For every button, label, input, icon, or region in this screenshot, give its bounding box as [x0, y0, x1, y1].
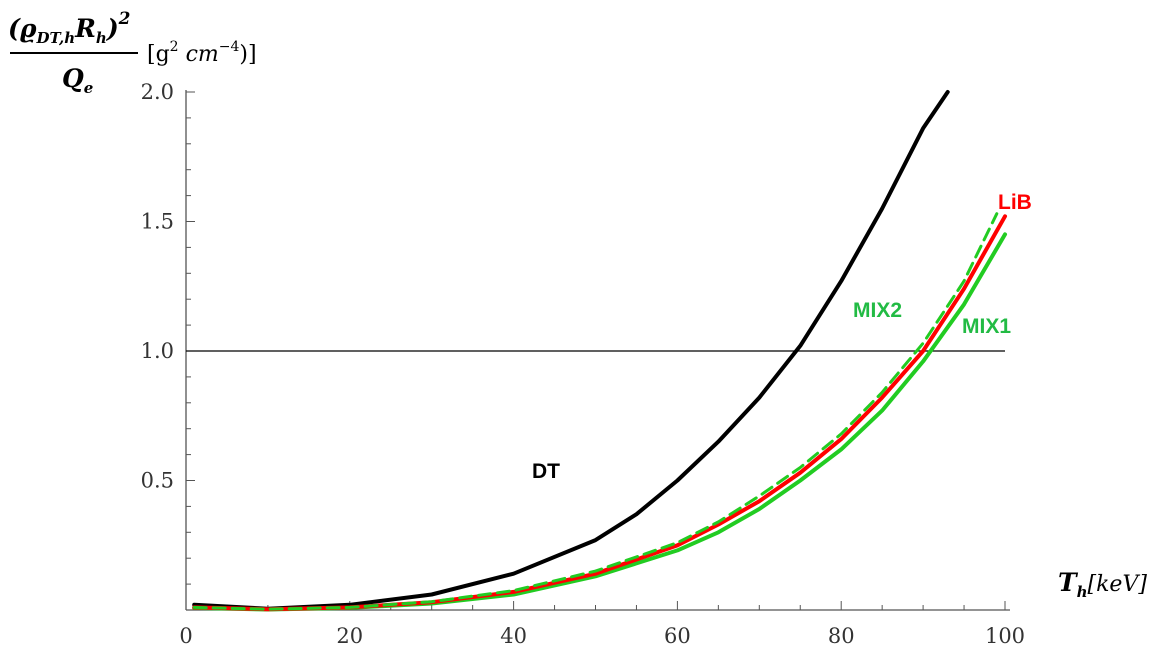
y-tick-label: 1.5: [141, 210, 174, 234]
ylabel-unit-mid: cm: [179, 42, 219, 67]
x-tick-label: 60: [664, 624, 691, 648]
ylabel-denom: Q: [62, 64, 84, 93]
series-label-dt: DT: [532, 460, 560, 483]
ylabel-unit-open: [g: [147, 42, 170, 67]
ylabel-power: 2: [118, 9, 131, 29]
series-label-mix1: MIX1: [962, 315, 1011, 338]
series-label-lib: LiB: [998, 191, 1032, 214]
ylabel-denom-sub: e: [84, 79, 94, 97]
svg-text:Qe: Qe: [62, 64, 93, 97]
ylabel-rho: (ϱ: [8, 14, 37, 43]
series-line-mix2: [192, 212, 999, 611]
xlabel-unit: [keV]: [1088, 572, 1148, 597]
ylabel-unit-pow: 2: [170, 39, 179, 55]
ylabel-R-sub: h: [96, 29, 107, 47]
series-line-mix1: [192, 232, 1007, 612]
y-ticks: 0.5 1.0 1.5 2.0: [141, 80, 195, 585]
x-ticks: 0 20 40 60 80 100: [179, 601, 1025, 648]
ylabel-rho-sub: DT,h: [35, 29, 75, 47]
xlabel-T: T: [1058, 568, 1079, 597]
x-axis-label: Th[keV]: [1058, 568, 1147, 601]
series-line-dt: [192, 90, 950, 611]
svg-text:[g2 cm−4)]: [g2 cm−4)]: [147, 39, 257, 67]
y-tick-label: 2.0: [141, 80, 174, 104]
x-tick-label: 40: [500, 624, 527, 648]
svg-text:(ϱDT,hRh)2: (ϱDT,hRh)2: [8, 9, 131, 47]
xlabel-sub: h: [1077, 583, 1088, 601]
x-tick-label: 80: [828, 624, 855, 648]
series-group: [192, 90, 1007, 612]
ylabel-unit-close: )]: [239, 42, 256, 67]
axes: [185, 90, 1010, 611]
x-tick-label: 20: [336, 624, 363, 648]
x-tick-label: 0: [179, 624, 192, 648]
x-tick-label: 100: [985, 624, 1025, 648]
y-tick-label: 0.5: [141, 469, 174, 493]
ylabel-R: R: [74, 14, 96, 43]
ylabel-unit-pow2: −4: [219, 39, 240, 55]
series-label-mix2: MIX2: [853, 299, 902, 322]
series-line-lib: [192, 214, 1007, 612]
y-tick-label: 1.0: [141, 339, 174, 363]
y-axis-label: (ϱDT,hRh)2 Qe [g2 cm−4)]: [8, 9, 257, 97]
ylabel-close: ): [106, 14, 119, 43]
